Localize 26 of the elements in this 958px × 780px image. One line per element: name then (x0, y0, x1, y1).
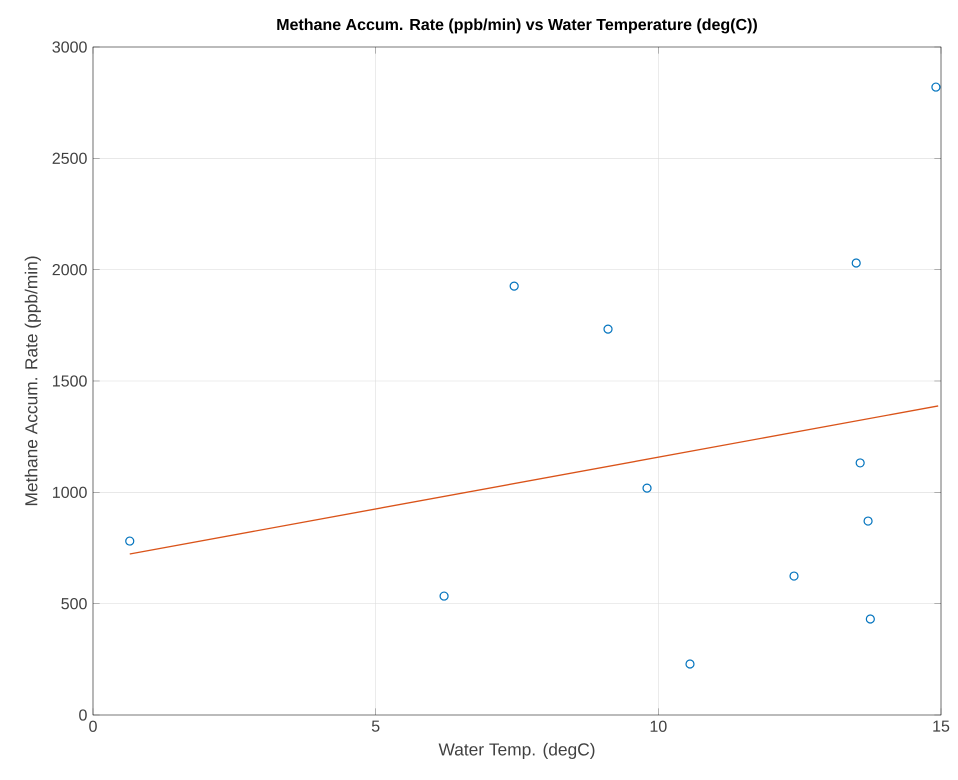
y-axis-title: Methane Accum. Rate (ppb/min) (24, 256, 41, 506)
point (125, 536, 134, 546)
x-tick-label: 0 (89, 720, 97, 732)
x-tick-label: 15 (933, 720, 950, 732)
point (866, 614, 875, 624)
point (439, 591, 449, 601)
y-tick-label: 0 (79, 709, 87, 721)
point (789, 571, 799, 581)
y-tick-label: 1500 (53, 375, 87, 387)
y-tick-label: 2000 (52, 264, 87, 276)
point (863, 516, 873, 526)
point (931, 82, 941, 92)
y-tick-label: 500 (61, 598, 87, 610)
point (603, 324, 613, 334)
y-tick-label: 2500 (52, 152, 87, 164)
point (852, 258, 861, 268)
point (642, 483, 652, 493)
point (510, 282, 519, 291)
x-tick-label: 10 (650, 720, 667, 732)
chart-title: Methane Accum. Rate (ppb/min) vs Water Temperature (deg(C)) (277, 18, 757, 34)
point (685, 659, 695, 669)
y-tick-label: 1000 (53, 486, 87, 498)
y-tick-label: 3000 (52, 41, 87, 53)
point (856, 458, 865, 468)
x-axis-title: Water Temp. (degC) (438, 742, 594, 760)
x-tick-label: 5 (372, 720, 380, 732)
